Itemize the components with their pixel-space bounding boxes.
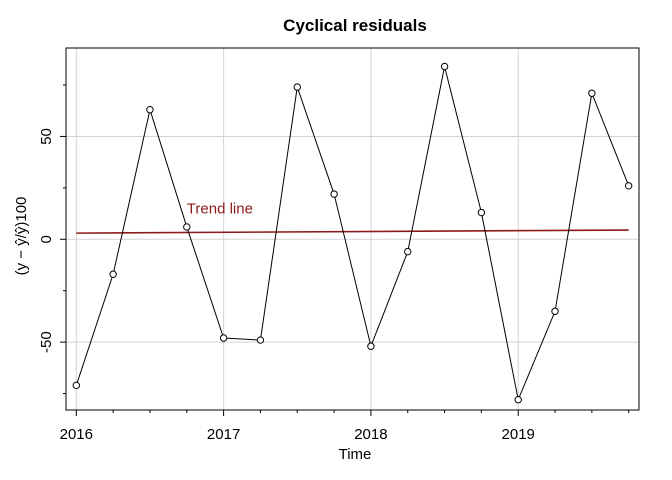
chart-title: Cyclical residuals — [283, 16, 427, 35]
residual-point — [219, 334, 228, 342]
residual-point — [624, 182, 633, 190]
x-axis-label: Time — [339, 446, 372, 463]
residual-point — [330, 190, 338, 198]
x-tick-label: 2019 — [502, 426, 535, 443]
residual-point — [404, 247, 412, 256]
annotations: Trend line — [187, 200, 253, 217]
grid-lines — [66, 48, 639, 410]
y-tick-label: -50 — [38, 331, 55, 353]
residual-point — [293, 83, 301, 91]
trend-line-layer — [76, 229, 629, 234]
residual-point — [588, 89, 596, 97]
y-tick-label: 50 — [38, 128, 55, 145]
trend-line — [76, 229, 629, 234]
residual-point — [183, 223, 191, 231]
residual-point — [514, 396, 522, 404]
residual-point — [72, 381, 81, 390]
x-tick-label: 2018 — [354, 426, 387, 443]
residual-point — [440, 62, 449, 71]
plot-frame — [65, 47, 640, 411]
residual-point — [256, 336, 265, 344]
residual-point — [551, 307, 559, 315]
residual-series-line — [75, 66, 630, 402]
trend-line-label: Trend line — [187, 200, 253, 217]
series-layer — [72, 62, 633, 404]
residual-point — [109, 270, 117, 278]
residual-point — [477, 208, 486, 217]
y-tick-label: 0 — [38, 235, 55, 243]
residual-point — [367, 342, 375, 350]
y-axis: -50 0 50 — [38, 84, 66, 395]
x-tick-label: 2016 — [60, 426, 93, 443]
y-axis-label: (y − ŷ/ŷ)100 — [13, 197, 30, 276]
residual-point — [146, 106, 154, 114]
x-tick-label: 2017 — [207, 426, 240, 443]
x-axis: 2016 2017 2018 2019 — [60, 410, 630, 443]
